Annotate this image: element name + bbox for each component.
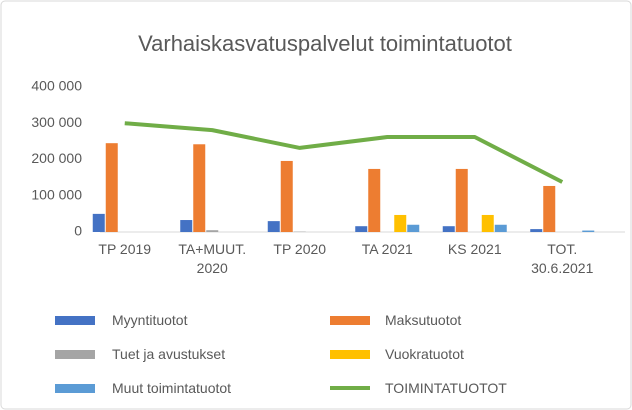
legend-marker	[55, 316, 95, 325]
legend-label: Muut toimintatuotot	[112, 380, 232, 396]
bar	[355, 226, 368, 232]
legend-label: Vuokratuotot	[385, 346, 464, 362]
legend-marker	[55, 350, 95, 359]
y-tick-label: 0	[74, 223, 82, 239]
y-tick-label: 300 000	[31, 114, 82, 130]
bar	[543, 185, 556, 232]
x-tick-label: TA 2021	[361, 241, 413, 257]
legend-marker	[330, 350, 370, 359]
line	[124, 121, 564, 184]
legend-label: Maksutuotot	[385, 312, 462, 328]
bar	[105, 143, 118, 232]
bar	[455, 168, 468, 232]
legend-marker	[55, 384, 95, 393]
bar	[280, 160, 293, 232]
bar	[530, 229, 543, 232]
x-tick-label: TP 2019	[98, 241, 152, 257]
bar	[582, 230, 595, 232]
x-tick-label: TA+MUUT. 2020	[178, 241, 247, 276]
bar	[394, 214, 407, 232]
bar	[92, 213, 105, 232]
bar	[267, 221, 280, 232]
bar	[481, 214, 494, 232]
x-tick-label: TP 2020	[273, 241, 327, 257]
y-tick-label: 200 000	[31, 150, 82, 166]
x-tick-label: TOT. 30.6.2021	[531, 241, 594, 276]
bar	[193, 144, 206, 232]
legend-label: TOIMINTATUOTOT	[385, 380, 507, 396]
legend-label: Myyntituotot	[112, 312, 188, 328]
bar	[442, 226, 455, 232]
bar	[206, 230, 219, 232]
chart-title: Varhaiskasvatuspalvelut toimintatuotot	[138, 31, 512, 56]
legend-marker	[330, 316, 370, 325]
bar	[494, 224, 507, 232]
bar	[407, 224, 420, 232]
legend-label: Tuet ja avustukset	[112, 346, 226, 362]
bar	[180, 220, 193, 232]
y-tick-label: 100 000	[31, 186, 82, 202]
x-tick-label: KS 2021	[447, 241, 502, 257]
bar	[368, 168, 381, 232]
y-tick-label: 400 000	[31, 78, 82, 94]
